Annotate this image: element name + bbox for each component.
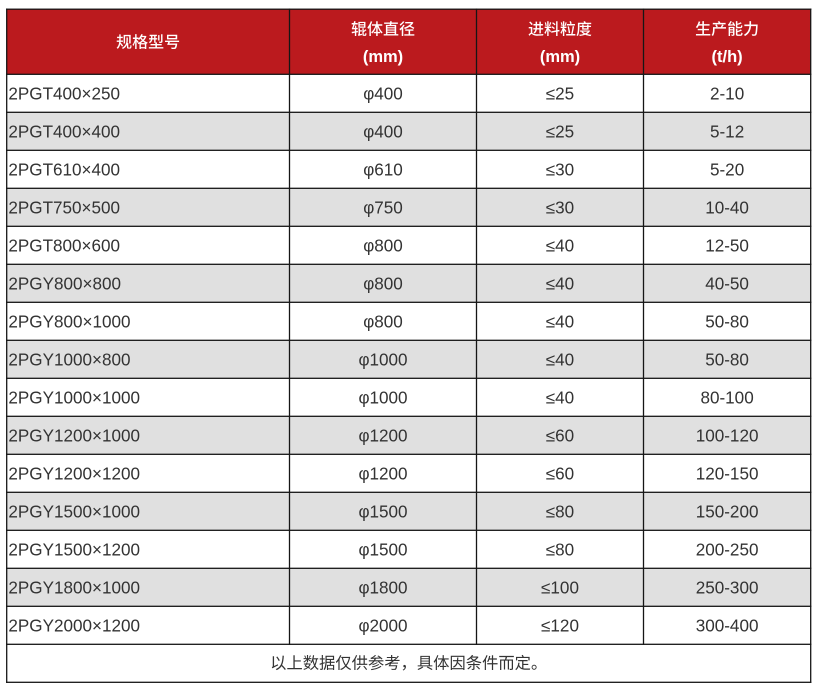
svg-text:φ400: φ400 [363, 123, 403, 142]
svg-text:≤60: ≤60 [546, 465, 574, 484]
svg-text:≤80: ≤80 [546, 541, 574, 560]
svg-text:φ800: φ800 [363, 313, 403, 332]
svg-text:2PGY1000×800: 2PGY1000×800 [8, 351, 130, 370]
svg-text:40-50: 40-50 [705, 275, 749, 294]
svg-text:80-100: 80-100 [700, 389, 753, 408]
svg-text:≤120: ≤120 [541, 617, 579, 636]
svg-text:12-50: 12-50 [705, 237, 749, 256]
svg-text:φ1800: φ1800 [358, 579, 407, 598]
svg-text:≤60: ≤60 [546, 427, 574, 446]
svg-text:2-10: 2-10 [710, 85, 744, 104]
svg-text:φ1000: φ1000 [358, 389, 407, 408]
svg-text:2PGY800×800: 2PGY800×800 [8, 275, 121, 294]
svg-text:φ1200: φ1200 [358, 427, 407, 446]
svg-text:φ1000: φ1000 [358, 351, 407, 370]
svg-text:2PGY1200×1000: 2PGY1200×1000 [8, 427, 140, 446]
svg-text:5-12: 5-12 [710, 123, 744, 142]
svg-text:100-120: 100-120 [696, 427, 759, 446]
svg-text:50-80: 50-80 [705, 313, 749, 332]
svg-text:φ800: φ800 [363, 237, 403, 256]
svg-text:φ800: φ800 [363, 275, 403, 294]
svg-text:50-80: 50-80 [705, 351, 749, 370]
svg-text:150-200: 150-200 [696, 503, 759, 522]
svg-text:2PGT400×400: 2PGT400×400 [8, 123, 120, 142]
svg-text:≤40: ≤40 [546, 351, 574, 370]
svg-text:(mm): (mm) [540, 48, 580, 66]
svg-text:2PGT800×600: 2PGT800×600 [8, 237, 120, 256]
svg-text:≤100: ≤100 [541, 579, 579, 598]
svg-text:≤40: ≤40 [546, 237, 574, 256]
svg-text:≤25: ≤25 [546, 85, 574, 104]
svg-text:2PGT400×250: 2PGT400×250 [8, 85, 120, 104]
svg-text:≤25: ≤25 [546, 123, 574, 142]
svg-text:2PGY800×1000: 2PGY800×1000 [8, 313, 130, 332]
svg-text:(t/h): (t/h) [712, 48, 743, 66]
svg-text:φ2000: φ2000 [358, 617, 407, 636]
svg-text:≤40: ≤40 [546, 275, 574, 294]
svg-text:φ610: φ610 [363, 161, 403, 180]
svg-text:2PGY1000×1000: 2PGY1000×1000 [8, 389, 140, 408]
svg-text:φ400: φ400 [363, 85, 403, 104]
svg-text:2PGY1800×1000: 2PGY1800×1000 [8, 579, 140, 598]
svg-text:φ750: φ750 [363, 199, 403, 218]
svg-text:φ1500: φ1500 [358, 541, 407, 560]
svg-text:2PGT610×400: 2PGT610×400 [8, 161, 120, 180]
svg-text:250-300: 250-300 [696, 579, 759, 598]
svg-text:2PGY1200×1200: 2PGY1200×1200 [8, 465, 140, 484]
svg-text:≤30: ≤30 [546, 199, 574, 218]
svg-text:2PGY2000×1200: 2PGY2000×1200 [8, 617, 140, 636]
svg-text:φ1500: φ1500 [358, 503, 407, 522]
svg-text:300-400: 300-400 [696, 617, 759, 636]
svg-text:≤40: ≤40 [546, 389, 574, 408]
svg-text:φ1200: φ1200 [358, 465, 407, 484]
svg-text:2PGT750×500: 2PGT750×500 [8, 199, 120, 218]
svg-text:≤40: ≤40 [546, 313, 574, 332]
svg-text:120-150: 120-150 [696, 465, 759, 484]
svg-text:≤80: ≤80 [546, 503, 574, 522]
svg-text:2PGY1500×1200: 2PGY1500×1200 [8, 541, 140, 560]
svg-text:(mm): (mm) [363, 48, 403, 66]
svg-text:200-250: 200-250 [696, 541, 759, 560]
svg-text:10-40: 10-40 [705, 199, 749, 218]
svg-text:≤30: ≤30 [546, 161, 574, 180]
svg-text:2PGY1500×1000: 2PGY1500×1000 [8, 503, 140, 522]
svg-text:5-20: 5-20 [710, 161, 744, 180]
